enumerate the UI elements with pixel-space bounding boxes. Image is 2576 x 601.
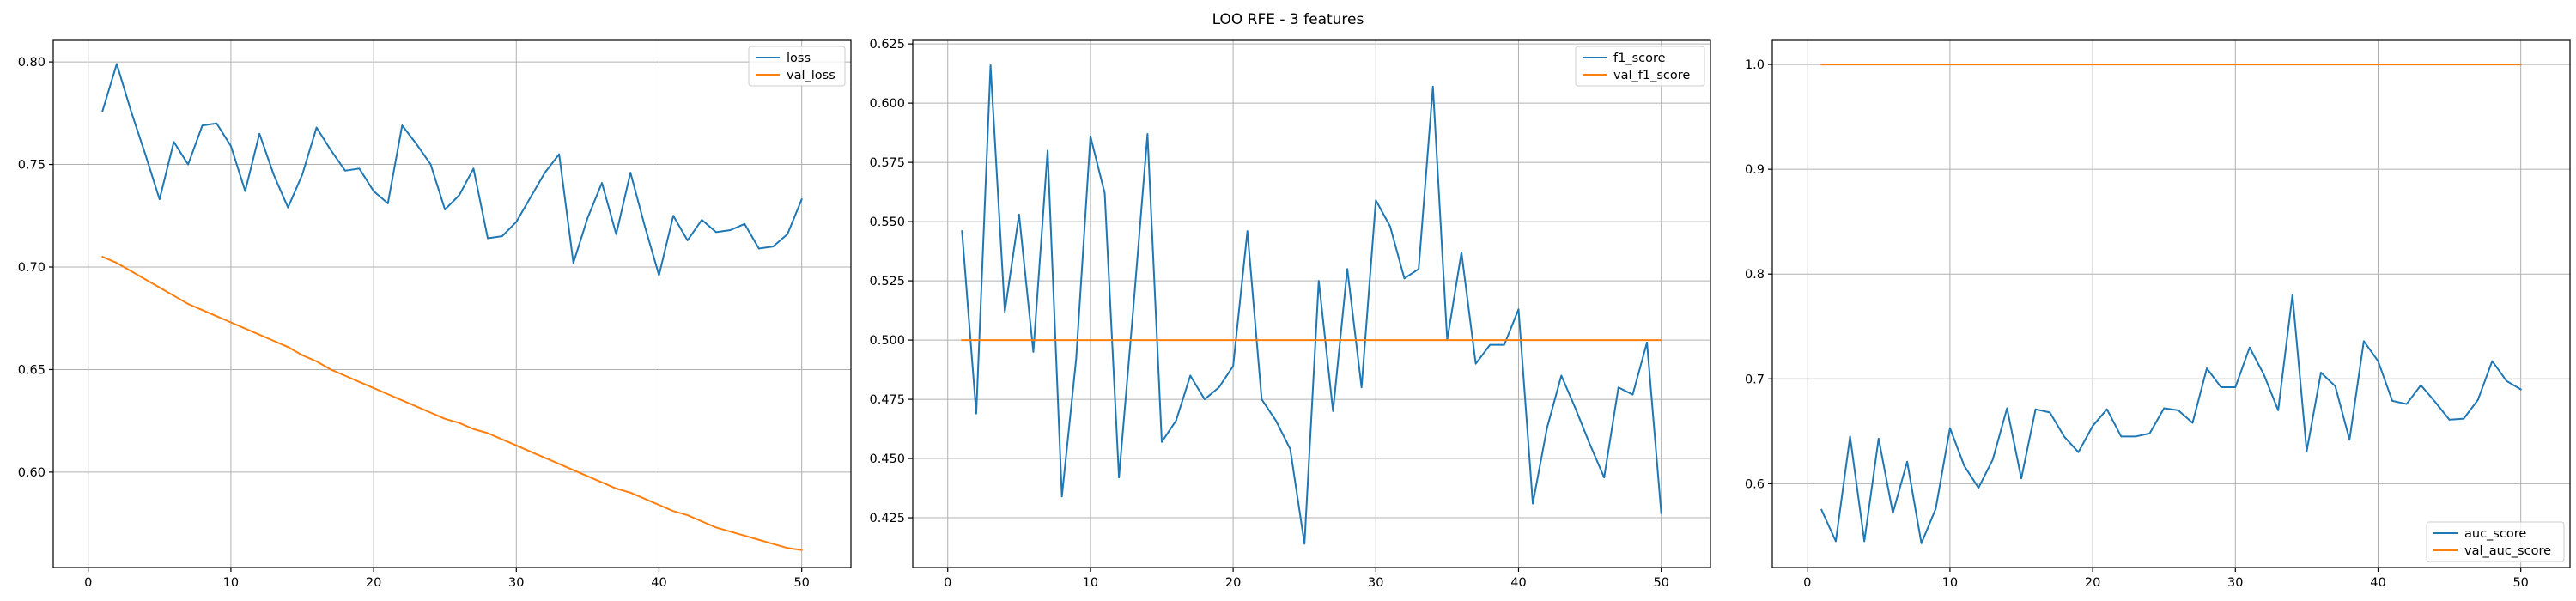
subplot-2: 0 10 20 30 40 50 0.425 0.450 0.475 0.500 0.525 0.55… bbox=[869, 38, 1711, 590]
x-tick-label: 10 bbox=[223, 576, 239, 590]
x-tick-label: 30 bbox=[1368, 576, 1383, 590]
y-tick-label: 0.575 bbox=[869, 156, 905, 170]
legend-label: val_f1_score bbox=[1613, 69, 1690, 82]
x-tick-label: 40 bbox=[651, 576, 666, 590]
y-tick-label: 0.80 bbox=[18, 56, 46, 70]
x-tick-label: 50 bbox=[2512, 576, 2528, 590]
subplots: 0 10 20 30 40 500.600.650.700.750.80 lossval_l… bbox=[18, 38, 2571, 590]
subplot-1: 0 10 20 30 40 50 0.60 0.65 0.70 0.75 0.80 loss val_l… bbox=[18, 39, 852, 590]
x-tick-label: 10 bbox=[1942, 576, 1958, 590]
y-tick-label: 0.65 bbox=[18, 363, 46, 377]
y-tick-label: 0.9 bbox=[1745, 163, 1765, 177]
legend-label: loss bbox=[787, 52, 811, 65]
legend-label: val_auc_score bbox=[2464, 544, 2551, 558]
legend-label: f1_score bbox=[1613, 52, 1666, 65]
series-line-val-loss bbox=[101, 255, 803, 551]
x-tick-label: 0 bbox=[944, 576, 951, 590]
legend: f1_score val_f1_score bbox=[1575, 46, 1705, 87]
legend: loss val_loss bbox=[748, 46, 846, 87]
figure-title: LOO RFE - 3 features bbox=[1212, 11, 1364, 28]
legend: auc_score val_auc_score bbox=[2426, 521, 2565, 562]
x-tick-label: 30 bbox=[508, 576, 524, 590]
x-tick-label: 20 bbox=[2085, 576, 2100, 590]
axes-frame bbox=[52, 39, 852, 568]
x-tick-label: 20 bbox=[1225, 576, 1241, 590]
subplot-3: 0 10 20 30 40 50 0.6 0.7 0.8 0.9 1.0 auc_score val_a… bbox=[1745, 39, 2571, 590]
x-tick-label: 0 bbox=[1803, 576, 1811, 590]
legend-frame bbox=[1575, 46, 1705, 87]
y-tick-label: 0.450 bbox=[869, 452, 905, 466]
x-tick-label: 50 bbox=[793, 576, 809, 590]
y-tick-label: 1.0 bbox=[1745, 58, 1765, 72]
y-tick-label: 0.525 bbox=[869, 275, 905, 288]
x-tick-label: 40 bbox=[1510, 576, 1526, 590]
series-line-loss bbox=[101, 63, 803, 276]
y-tick-label: 0.475 bbox=[869, 393, 905, 407]
y-tick-label: 0.6 bbox=[1745, 477, 1765, 491]
axes-frame bbox=[912, 39, 1711, 568]
series-line-f1-score bbox=[961, 64, 1662, 545]
legend-label: auc_score bbox=[2464, 527, 2526, 541]
y-tick-label: 0.70 bbox=[18, 261, 46, 275]
y-tick-label: 0.600 bbox=[869, 97, 905, 111]
y-tick-label: 0.500 bbox=[869, 334, 905, 348]
x-tick-label: 20 bbox=[366, 576, 381, 590]
x-tick-label: 10 bbox=[1083, 576, 1098, 590]
y-tick-label: 0.75 bbox=[18, 159, 46, 173]
x-tick-label: 0 bbox=[84, 576, 92, 590]
legend-label: val_loss bbox=[787, 69, 835, 82]
x-tick-label: 40 bbox=[2370, 576, 2385, 590]
y-tick-label: 0.425 bbox=[869, 512, 905, 525]
y-tick-label: 0.8 bbox=[1745, 268, 1765, 282]
series-line-auc-score bbox=[1820, 294, 2523, 544]
legend-frame bbox=[748, 46, 846, 87]
y-tick-label: 0.7 bbox=[1745, 373, 1765, 386]
y-tick-label: 0.625 bbox=[869, 38, 905, 52]
x-tick-label: 30 bbox=[2227, 576, 2243, 590]
legend-frame bbox=[2426, 521, 2565, 562]
axes-frame bbox=[1771, 39, 2571, 568]
y-tick-label: 0.60 bbox=[18, 466, 46, 480]
y-tick-label: 0.550 bbox=[869, 216, 905, 229]
x-tick-label: 50 bbox=[1653, 576, 1668, 590]
